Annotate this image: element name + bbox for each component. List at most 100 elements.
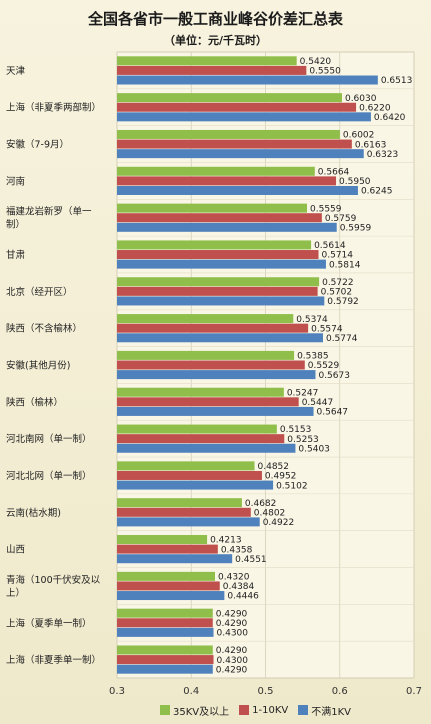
category-label: 河南 bbox=[6, 175, 25, 187]
data-label: 0.5550 bbox=[309, 67, 341, 77]
data-label: 0.4384 bbox=[223, 582, 255, 592]
legend-item: 35KV及以上 bbox=[160, 703, 229, 718]
bar bbox=[117, 112, 371, 122]
bar bbox=[117, 443, 296, 453]
category-label: 青海（100千伏安及以 bbox=[6, 574, 101, 586]
category-label: 上海（夏季单一制） bbox=[6, 617, 92, 629]
data-label: 0.6002 bbox=[343, 131, 375, 141]
bar bbox=[117, 176, 337, 186]
bar bbox=[117, 591, 225, 601]
data-label: 0.6323 bbox=[367, 150, 399, 160]
bar bbox=[117, 250, 319, 260]
legend: 35KV及以上 1-10KV 不满1KV bbox=[160, 703, 351, 718]
legend-label: 1-10KV bbox=[252, 704, 289, 716]
data-label: 0.4852 bbox=[258, 462, 290, 472]
category-label: 上） bbox=[6, 587, 25, 599]
data-label: 0.5792 bbox=[327, 297, 359, 307]
category-label: 河北北网（单一制） bbox=[6, 470, 92, 482]
data-label: 0.5559 bbox=[310, 204, 342, 214]
category-label: 山西 bbox=[6, 545, 25, 556]
category-label: 陕西（不含榆林） bbox=[6, 323, 82, 335]
data-label: 0.4802 bbox=[254, 508, 286, 518]
x-tick-label: 0.3 bbox=[109, 686, 125, 697]
data-label: 0.6163 bbox=[355, 140, 387, 150]
bar bbox=[117, 544, 218, 554]
data-label: 0.6420 bbox=[374, 113, 406, 123]
bar bbox=[117, 360, 305, 370]
data-label: 0.5102 bbox=[276, 481, 308, 491]
data-label: 0.5253 bbox=[287, 435, 319, 445]
data-label: 0.5420 bbox=[300, 57, 332, 67]
bar bbox=[117, 608, 213, 618]
data-label: 0.5664 bbox=[318, 167, 350, 177]
data-label: 0.5529 bbox=[308, 361, 340, 371]
data-label: 0.4300 bbox=[217, 656, 249, 666]
bar bbox=[117, 370, 316, 380]
bar bbox=[117, 149, 364, 159]
data-label: 0.5774 bbox=[326, 334, 358, 344]
category-label: 安徽（7-9月） bbox=[6, 139, 69, 151]
legend-label: 不满1KV bbox=[311, 706, 351, 718]
data-label: 0.5614 bbox=[314, 241, 346, 251]
category-label: 甘肃 bbox=[6, 249, 25, 261]
bar bbox=[117, 627, 214, 637]
legend-swatch bbox=[239, 705, 250, 715]
bar bbox=[117, 222, 337, 232]
bar bbox=[117, 56, 297, 66]
bar bbox=[117, 286, 318, 296]
data-label: 0.5153 bbox=[280, 425, 312, 435]
bar bbox=[117, 240, 312, 250]
bar bbox=[117, 655, 214, 665]
data-label: 0.5702 bbox=[321, 288, 353, 298]
bar bbox=[117, 645, 213, 655]
category-label: 云南(枯水期) bbox=[6, 507, 61, 519]
bar bbox=[117, 554, 233, 564]
data-label: 0.4213 bbox=[210, 536, 242, 546]
chart-title: 全国各省市一般工商业峰谷价差汇总表 bbox=[87, 10, 343, 28]
bar bbox=[117, 166, 315, 176]
data-label: 0.5759 bbox=[325, 214, 357, 224]
bar bbox=[117, 139, 352, 149]
data-label: 0.5714 bbox=[322, 251, 354, 261]
legend-swatch bbox=[298, 705, 309, 715]
data-label: 0.4922 bbox=[263, 518, 295, 528]
bar bbox=[117, 185, 358, 195]
bar bbox=[117, 517, 260, 527]
data-label: 0.5950 bbox=[339, 177, 371, 187]
bar bbox=[117, 314, 294, 324]
data-label: 0.5673 bbox=[318, 371, 350, 381]
bar bbox=[117, 480, 274, 490]
bar bbox=[117, 129, 340, 139]
bar bbox=[117, 498, 242, 508]
data-label: 0.5247 bbox=[287, 388, 319, 398]
data-label: 0.4290 bbox=[216, 619, 248, 629]
bar bbox=[117, 333, 323, 343]
data-label: 0.6220 bbox=[359, 103, 391, 113]
data-label: 0.5814 bbox=[329, 260, 361, 270]
data-label: 0.5722 bbox=[322, 278, 354, 288]
category-label: 安徽(其他月份) bbox=[6, 360, 70, 372]
bar bbox=[117, 461, 255, 471]
data-label: 0.4290 bbox=[216, 609, 248, 619]
bar bbox=[117, 387, 284, 397]
bar bbox=[117, 664, 213, 674]
legend-swatch bbox=[160, 705, 170, 715]
x-tick-label: 0.4 bbox=[183, 686, 199, 697]
data-label: 0.5447 bbox=[302, 398, 334, 408]
data-label: 0.6030 bbox=[345, 94, 377, 104]
data-label: 0.5385 bbox=[297, 352, 329, 362]
bar bbox=[117, 424, 277, 434]
legend-label: 35KV及以上 bbox=[173, 706, 230, 718]
bar bbox=[117, 618, 213, 628]
data-label: 0.5647 bbox=[317, 408, 349, 418]
data-label: 0.6513 bbox=[381, 76, 413, 86]
bar bbox=[117, 571, 216, 581]
category-label: 制） bbox=[6, 219, 25, 231]
bar bbox=[117, 296, 325, 306]
bar bbox=[117, 470, 262, 480]
data-label: 0.5403 bbox=[298, 444, 330, 454]
category-label: 陕西（榆林） bbox=[6, 396, 63, 408]
data-label: 0.5574 bbox=[311, 324, 343, 334]
legend-item: 不满1KV bbox=[298, 703, 351, 718]
category-label: 天津 bbox=[6, 66, 26, 77]
